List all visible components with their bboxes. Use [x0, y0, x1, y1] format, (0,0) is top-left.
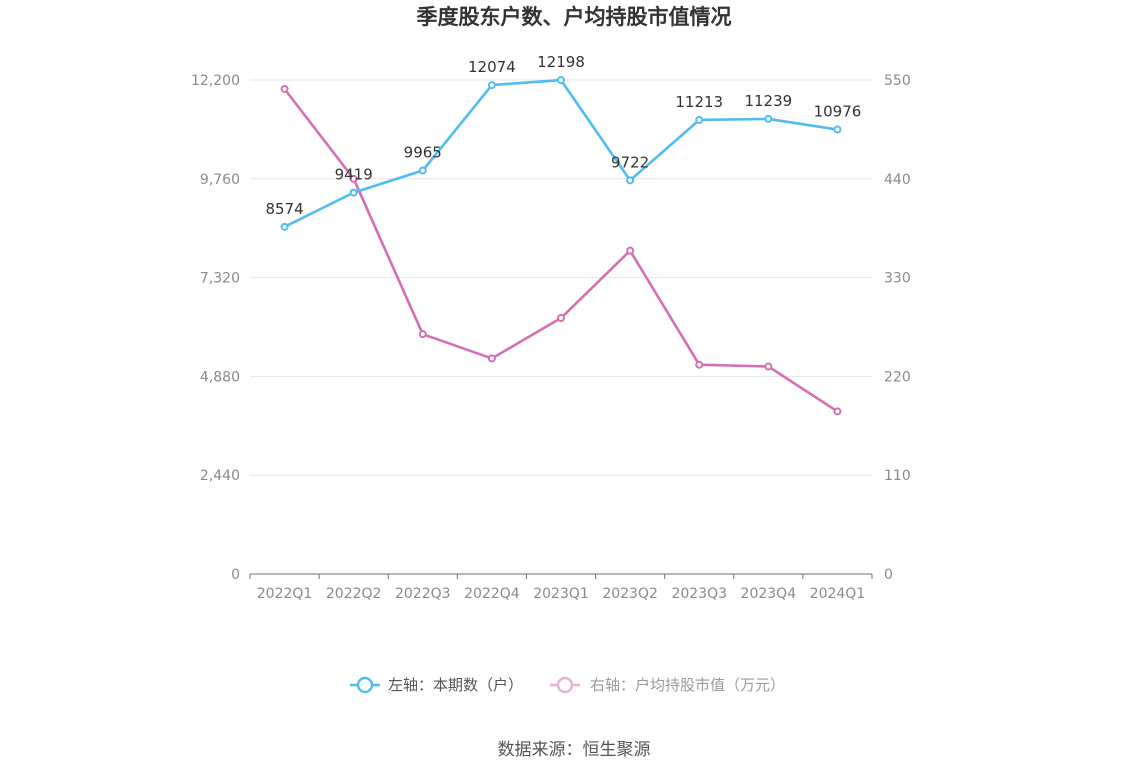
legend-circle-icon: [556, 676, 574, 694]
avg-holding-value-point[interactable]: [557, 314, 565, 323]
shareholder-count-point[interactable]: [833, 125, 842, 134]
grid-layer: [250, 79, 872, 476]
axis-layer: 0 2,440 4,880 7,320 9,760 12,200 0 110 220 330 440…: [191, 73, 911, 602]
shareholder-count-data-label: 11213: [675, 93, 723, 111]
right-axis-tick-label: 440: [884, 172, 911, 188]
left-axis-tick-label: 0: [231, 567, 240, 583]
avg-holding-value-point[interactable]: [695, 360, 704, 369]
shareholder-count-data-label: 9965: [404, 143, 442, 161]
x-axis-tick-label: 2023Q1: [533, 586, 589, 602]
shareholder-count-data-label: 8574: [265, 200, 303, 218]
right-axis-tick-label: 110: [884, 468, 911, 484]
left-axis-tick-label: 4,880: [200, 369, 240, 385]
x-axis-tick-label: 2023Q2: [602, 586, 658, 602]
avg-holding-value-point[interactable]: [487, 354, 496, 363]
legend-circle-icon: [356, 676, 374, 694]
x-axis-tick-label: 2022Q4: [464, 586, 520, 602]
avg-holding-value-line: [283, 88, 839, 413]
shareholder-count-data-label: 9722: [611, 153, 649, 171]
shareholder-count-point[interactable]: [695, 115, 704, 124]
right-axis-tick-label: 330: [884, 271, 911, 287]
legend-label: 左轴：本期数（户）: [388, 676, 523, 694]
x-axis-tick-label: 2024Q1: [810, 586, 866, 602]
chart-title: 季度股东户数、户均持股市值情况: [417, 5, 732, 29]
shareholder-count-data-label: 12198: [537, 53, 585, 71]
right-axis-tick-label: 550: [884, 73, 911, 89]
shareholder-count-data-label: 9419: [335, 166, 373, 184]
legend[interactable]: 左轴：本期数（户） 右轴：户均持股市值（万元）: [350, 676, 785, 694]
x-axis-tick-label: 2022Q3: [395, 586, 451, 602]
legend-item-avg-holding-value[interactable]: 右轴：户均持股市值（万元）: [550, 676, 785, 694]
x-axis-tick-label: 2022Q2: [326, 586, 382, 602]
shareholder-count-point[interactable]: [418, 166, 427, 175]
left-axis-tick-label: 12,200: [191, 73, 240, 89]
shareholder-count-point[interactable]: [280, 222, 289, 231]
avg-holding-value-point[interactable]: [280, 84, 289, 93]
series-layer: [280, 76, 842, 416]
avg-holding-value-point[interactable]: [764, 362, 773, 371]
x-axis-tick-label: 2023Q4: [741, 586, 797, 602]
shareholder-count-data-label: 11239: [744, 92, 792, 110]
avg-holding-value-point[interactable]: [626, 246, 635, 255]
avg-holding-value-point[interactable]: [833, 407, 842, 416]
shareholder-count-point[interactable]: [626, 176, 635, 185]
legend-label: 右轴：户均持股市值（万元）: [590, 676, 785, 694]
shareholder-count-data-label: 12074: [468, 58, 516, 76]
right-axis-tick-label: 0: [884, 567, 893, 583]
data-label-layer: 8574 9419 9965 12074 12198 9722 11213 11239 1097…: [265, 53, 861, 218]
shareholder-count-point[interactable]: [557, 76, 565, 85]
left-axis-tick-label: 7,320: [200, 271, 240, 287]
shareholder-count-point[interactable]: [487, 81, 496, 90]
right-axis-tick-label: 220: [884, 369, 911, 385]
avg-holding-value-point[interactable]: [349, 174, 358, 183]
x-axis-tick-label: 2022Q1: [257, 586, 313, 602]
legend-item-shareholder-count[interactable]: 左轴：本期数（户）: [350, 676, 523, 694]
avg-holding-value-point[interactable]: [418, 330, 427, 339]
left-axis-tick-label: 9,760: [200, 172, 240, 188]
shareholder-count-point[interactable]: [349, 188, 358, 197]
source-note: 数据来源：恒生聚源: [498, 740, 651, 760]
x-axis-tick-label: 2023Q3: [671, 586, 727, 602]
shareholder-count-point[interactable]: [764, 114, 773, 123]
left-axis-tick-label: 2,440: [200, 468, 240, 484]
shareholder-count-data-label: 10976: [814, 103, 862, 121]
